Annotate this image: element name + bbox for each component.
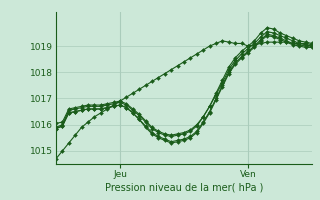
X-axis label: Pression niveau de la mer( hPa ): Pression niveau de la mer( hPa ) <box>105 183 263 193</box>
